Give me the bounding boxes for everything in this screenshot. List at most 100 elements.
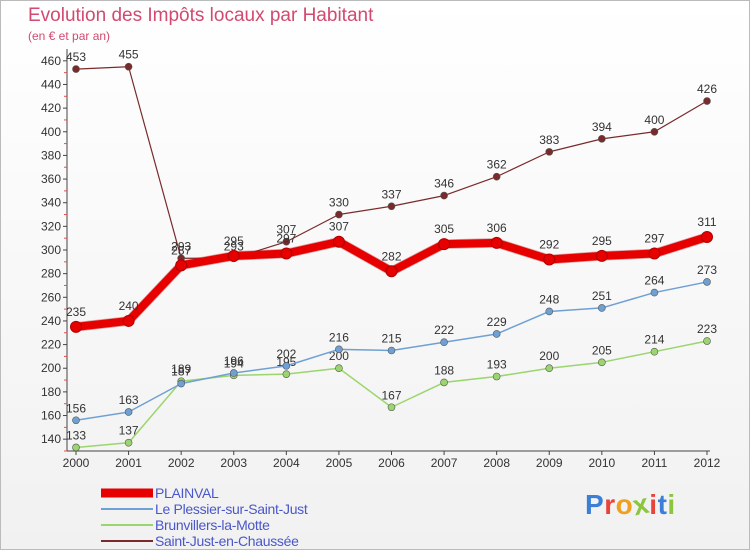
data-label-plainval: 235 (66, 305, 86, 319)
data-point-brunvillers-la-motte (124, 438, 133, 447)
y-tick-label: 240 (41, 314, 61, 328)
legend-item-plainval: PLAINVAL (101, 485, 431, 501)
data-label-brunvillers-la-motte: 133 (66, 428, 86, 442)
data-point-plainval (595, 249, 608, 262)
y-tick-label: 440 (41, 77, 61, 91)
data-label-saint-just-en-chaussee: 394 (592, 120, 612, 134)
data-point-le-plessier-sur-saint-just (282, 362, 291, 370)
data-point-saint-just-en-chaussee (387, 202, 396, 211)
proxiti-logo: Proxiti (585, 487, 676, 522)
data-point-plainval (543, 253, 556, 266)
data-label-plainval: 305 (434, 222, 454, 236)
data-point-brunvillers-la-motte (703, 337, 711, 345)
data-point-saint-just-en-chaussee (440, 191, 448, 200)
data-point-saint-just-en-chaussee (335, 210, 343, 219)
data-label-saint-just-en-chaussee: 455 (119, 48, 139, 62)
chart-subtitle: (en € et par an) (28, 29, 111, 43)
data-label-plainval: 306 (487, 221, 507, 235)
data-label-le-plessier-sur-saint-just: 229 (487, 315, 507, 329)
data-point-plainval (227, 249, 240, 262)
data-point-brunvillers-la-motte (335, 364, 343, 373)
data-label-plainval: 311 (697, 215, 716, 229)
data-label-le-plessier-sur-saint-just: 216 (329, 330, 349, 344)
x-tick-label: 2008 (483, 456, 510, 470)
data-point-saint-just-en-chaussee (72, 65, 80, 73)
data-point-le-plessier-sur-saint-just (440, 338, 448, 347)
legend: PLAINVAL Le Plessier-sur-Saint-Just Brunvi… (101, 485, 431, 549)
data-label-le-plessier-sur-saint-just: 187 (171, 365, 191, 379)
data-point-saint-just-en-chaussee (492, 172, 501, 181)
data-point-le-plessier-sur-saint-just (177, 379, 185, 388)
data-point-brunvillers-la-motte (650, 347, 659, 356)
data-label-plainval: 292 (539, 237, 559, 251)
data-label-saint-just-en-chaussee: 426 (697, 82, 717, 96)
data-label-saint-just-en-chaussee: 362 (487, 158, 507, 172)
legend-label: PLAINVAL (155, 485, 219, 501)
data-label-brunvillers-la-motte: 137 (119, 424, 139, 438)
legend-item-saint-just-en-chaussee: Saint-Just-en-Chaussée (101, 533, 431, 549)
legend-label: Brunvillers-la-Motte (155, 517, 270, 533)
data-point-saint-just-en-chaussee (282, 237, 291, 246)
data-label-plainval: 295 (592, 234, 612, 248)
data-point-plainval (385, 265, 398, 278)
data-label-saint-just-en-chaussee: 346 (434, 177, 454, 191)
data-label-saint-just-en-chaussee: 293 (171, 239, 191, 253)
data-label-brunvillers-la-motte: 194 (224, 356, 244, 370)
legend-swatch (101, 524, 153, 526)
data-label-plainval: 307 (329, 220, 349, 234)
data-label-le-plessier-sur-saint-just: 264 (644, 274, 664, 288)
data-label-saint-just-en-chaussee: 330 (329, 196, 349, 210)
y-tick-label: 200 (41, 361, 61, 375)
data-point-brunvillers-la-motte (598, 358, 606, 367)
data-label-saint-just-en-chaussee: 453 (66, 50, 86, 64)
data-point-brunvillers-la-motte (387, 403, 396, 412)
data-label-brunvillers-la-motte: 214 (644, 333, 664, 347)
x-tick-label: 2007 (431, 456, 458, 470)
data-point-saint-just-en-chaussee (545, 148, 554, 156)
data-label-le-plessier-sur-saint-just: 273 (697, 263, 717, 277)
data-point-le-plessier-sur-saint-just (598, 304, 606, 312)
data-point-plainval (175, 259, 188, 272)
y-tick-label: 300 (41, 243, 61, 257)
data-label-plainval: 240 (119, 299, 139, 313)
data-point-brunvillers-la-motte (492, 372, 501, 381)
y-tick-label: 320 (41, 219, 61, 233)
data-point-saint-just-en-chaussee (703, 97, 711, 105)
data-point-brunvillers-la-motte (440, 378, 448, 387)
y-tick-label: 460 (41, 54, 61, 68)
data-point-le-plessier-sur-saint-just (650, 288, 659, 297)
data-label-saint-just-en-chaussee: 293 (224, 239, 244, 253)
x-tick-label: 2000 (63, 456, 90, 470)
data-label-brunvillers-la-motte: 200 (539, 349, 559, 363)
y-tick-label: 420 (41, 101, 61, 115)
data-point-plainval (122, 314, 135, 327)
data-label-le-plessier-sur-saint-just: 196 (224, 354, 244, 368)
y-tick-label: 280 (41, 267, 61, 281)
data-label-le-plessier-sur-saint-just: 251 (592, 289, 612, 303)
legend-label: Saint-Just-en-Chaussée (155, 533, 299, 549)
data-label-brunvillers-la-motte: 200 (329, 349, 349, 363)
x-tick-label: 2010 (588, 456, 615, 470)
data-label-plainval: 297 (276, 232, 296, 246)
data-label-brunvillers-la-motte: 223 (697, 322, 717, 336)
data-label-le-plessier-sur-saint-just: 215 (381, 332, 401, 346)
x-tick-label: 2003 (220, 456, 247, 470)
legend-swatch (101, 488, 153, 498)
legend-item-brunvillers-la-motte: Brunvillers-la-Motte (101, 517, 431, 533)
chart-title: Evolution des Impôts locaux par Habitant (28, 5, 374, 26)
data-label-plainval: 297 (644, 232, 664, 246)
data-label-saint-just-en-chaussee: 400 (644, 113, 664, 127)
data-label-le-plessier-sur-saint-just: 222 (434, 323, 454, 337)
x-tick-label: 2012 (694, 456, 721, 470)
y-tick-label: 260 (41, 290, 61, 304)
legend-item-le-plessier-sur-saint-just: Le Plessier-sur-Saint-Just (101, 501, 431, 517)
data-label-brunvillers-la-motte: 188 (434, 363, 454, 377)
x-tick-label: 2006 (378, 456, 405, 470)
data-label-plainval: 295 (224, 234, 244, 248)
data-label-le-plessier-sur-saint-just: 248 (539, 292, 559, 306)
data-point-le-plessier-sur-saint-just (72, 416, 80, 425)
data-label-saint-just-en-chaussee: 307 (276, 223, 296, 237)
data-point-saint-just-en-chaussee (650, 127, 659, 136)
